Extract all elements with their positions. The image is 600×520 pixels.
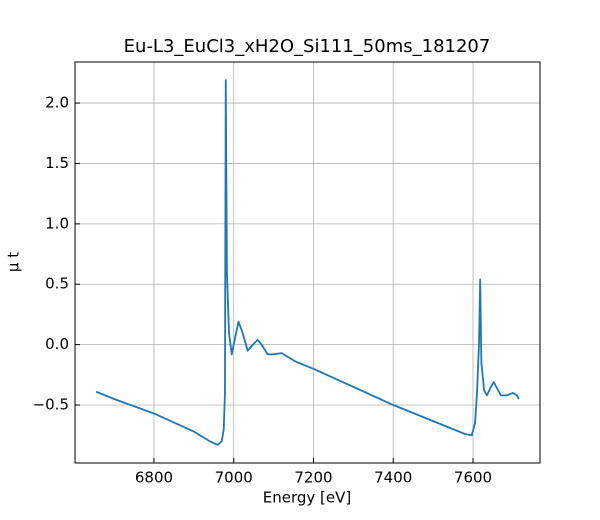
x-tick-label: 7400 <box>374 469 412 487</box>
y-tick-label: 1.5 <box>45 154 69 172</box>
x-axis-label: Energy [eV] <box>263 489 351 507</box>
x-tick-label: 6800 <box>135 469 173 487</box>
x-tick-label: 7600 <box>454 469 492 487</box>
data-line <box>95 79 520 446</box>
y-tick-label: 0.0 <box>45 335 69 353</box>
y-tick-label: 1.0 <box>45 214 69 232</box>
x-tick-label: 7200 <box>294 469 332 487</box>
y-axis-label: μ t <box>5 252 23 272</box>
chart-title: Eu-L3_EuCl3_xH2O_Si111_50ms_181207 <box>124 36 491 57</box>
y-tick-label: 0.5 <box>45 275 69 293</box>
y-tick-label: −0.5 <box>33 396 69 414</box>
plot-frame <box>74 61 541 464</box>
y-tick-label: 2.0 <box>45 94 69 112</box>
x-tick-label: 7000 <box>215 469 253 487</box>
